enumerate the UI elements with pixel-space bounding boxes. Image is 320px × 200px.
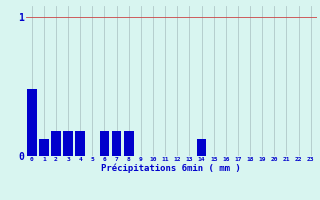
Bar bbox=[27, 89, 36, 156]
X-axis label: Précipitations 6min ( mm ): Précipitations 6min ( mm ) bbox=[101, 164, 241, 173]
Bar bbox=[39, 139, 49, 156]
Bar bbox=[124, 131, 133, 156]
Bar bbox=[63, 131, 73, 156]
Bar bbox=[197, 139, 206, 156]
Bar bbox=[51, 131, 61, 156]
Bar bbox=[75, 131, 85, 156]
Bar bbox=[112, 131, 122, 156]
Bar bbox=[100, 131, 109, 156]
